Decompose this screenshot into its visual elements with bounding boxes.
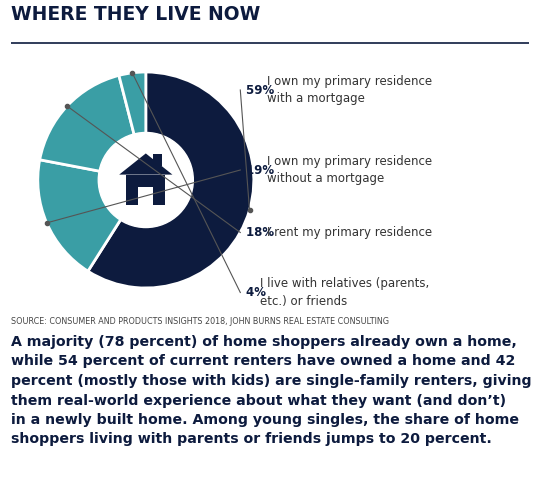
Text: 19%: 19% [246,164,278,176]
Text: 4%: 4% [246,286,270,299]
Wedge shape [40,76,146,180]
Bar [126,174,165,205]
Text: SOURCE: CONSUMER AND PRODUCTS INSIGHTS 2018, JOHN BURNS REAL ESTATE CONSULTING: SOURCE: CONSUMER AND PRODUCTS INSIGHTS 2… [11,318,389,326]
Wedge shape [88,72,254,288]
Text: 18%: 18% [246,226,278,239]
Bar [138,188,153,205]
Text: I live with relatives (parents,
etc.) or friends: I live with relatives (parents, etc.) or… [260,278,429,308]
Circle shape [98,132,193,228]
Text: 59%: 59% [246,84,278,96]
Text: I own my primary residence
without a mortgage: I own my primary residence without a mor… [267,155,432,185]
Text: WHERE THEY LIVE NOW: WHERE THEY LIVE NOW [11,5,260,24]
Wedge shape [119,72,146,180]
Text: A majority (78 percent) of home shoppers already own a home,
while 54 percent of: A majority (78 percent) of home shoppers… [11,335,531,446]
Text: I rent my primary residence: I rent my primary residence [267,226,432,239]
Bar [153,154,162,166]
Wedge shape [38,160,146,271]
Polygon shape [119,154,172,174]
Text: I own my primary residence
with a mortgage: I own my primary residence with a mortga… [267,75,432,105]
